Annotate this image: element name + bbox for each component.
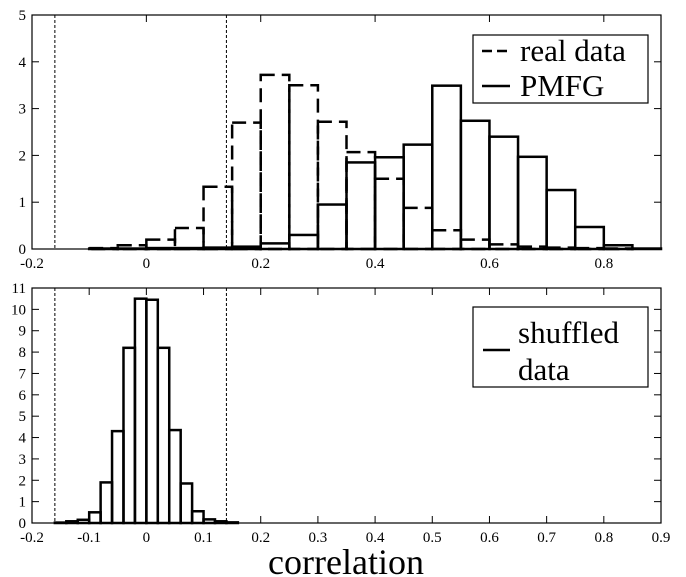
x-tick-label: -0.1 bbox=[77, 530, 101, 546]
x-tick-label: 0.3 bbox=[309, 530, 328, 546]
y-tick-label: 11 bbox=[12, 281, 26, 297]
histogram-bar-pmfg bbox=[288, 233, 320, 251]
x-tick-label: 0.6 bbox=[480, 256, 499, 272]
histogram-bar-shuffled-data bbox=[133, 297, 148, 525]
histogram-bar-real-data bbox=[373, 177, 405, 251]
y-tick-label: 3 bbox=[19, 452, 27, 468]
x-tick-label: 0.8 bbox=[594, 256, 613, 272]
x-tick-label: 0.4 bbox=[366, 256, 385, 272]
legend-label: real data bbox=[520, 33, 626, 68]
histogram-bar-pmfg bbox=[402, 143, 434, 251]
histogram-bar-pmfg bbox=[345, 161, 377, 251]
legend-box bbox=[472, 34, 649, 104]
y-tick-label: 1 bbox=[19, 195, 27, 211]
histogram-bar-real-data bbox=[345, 150, 377, 251]
y-tick-label: 8 bbox=[19, 345, 27, 361]
x-tick-label: 0 bbox=[143, 256, 151, 272]
histogram-bar-pmfg bbox=[516, 155, 548, 251]
plot-frame bbox=[31, 287, 662, 524]
histogram-bar-real-data bbox=[316, 120, 348, 251]
y-tick-label: 2 bbox=[19, 148, 27, 164]
x-tick-label: 0.6 bbox=[480, 530, 499, 546]
histogram-bar-shuffled-data bbox=[167, 428, 182, 525]
x-tick-label: -0.2 bbox=[20, 256, 44, 272]
y-tick-label: 5 bbox=[19, 409, 27, 425]
x-tick-label: 0.8 bbox=[594, 530, 613, 546]
x-tick-label: 0.9 bbox=[652, 530, 671, 546]
histogram-bar-real-data bbox=[202, 185, 234, 251]
histogram-bar-shuffled-data bbox=[179, 482, 194, 525]
histogram-bar-pmfg bbox=[259, 242, 291, 251]
x-tick-label: 0.4 bbox=[366, 530, 385, 546]
histogram-bar-shuffled-data bbox=[190, 510, 205, 525]
bottom-panel: 0 1 2 3 4 5 6 7 8 9 10 11 -0.2 -0.1 0 0.1 0.2 0.3 0.4 0.5 0.… bbox=[11, 281, 670, 546]
y-tick-label: 10 bbox=[11, 302, 26, 318]
histogram-bar-shuffled-data bbox=[145, 298, 160, 525]
histogram-bar-shuffled-data bbox=[110, 429, 125, 525]
histogram-bar-pmfg bbox=[316, 203, 348, 251]
y-tick-label: 1 bbox=[19, 495, 27, 511]
histogram-bar-real-data bbox=[230, 121, 262, 251]
histogram-bar-pmfg bbox=[459, 119, 491, 251]
y-tick-label: 4 bbox=[19, 55, 27, 71]
histogram-bar-shuffled-data bbox=[87, 511, 102, 525]
legend-box bbox=[472, 306, 649, 388]
histogram-bar-real-data bbox=[431, 229, 463, 251]
y-tick-label: 5 bbox=[19, 8, 27, 24]
x-tick-label: 0 bbox=[143, 530, 151, 546]
histogram-bar-real-data bbox=[259, 73, 291, 251]
x-tick-label: 0.1 bbox=[194, 530, 213, 546]
legend-label: PMFG bbox=[520, 68, 604, 103]
histogram-bar-pmfg bbox=[373, 156, 405, 251]
legend-label: shuffled bbox=[518, 315, 620, 350]
histogram-bar-real-data bbox=[173, 226, 205, 251]
histogram-bar-pmfg bbox=[431, 84, 463, 251]
histogram-bar-real-data bbox=[402, 206, 434, 251]
y-tick-label: 0 bbox=[19, 516, 27, 532]
y-tick-label: 2 bbox=[19, 473, 27, 489]
histogram-bar-pmfg bbox=[573, 225, 606, 251]
y-tick-label: 6 bbox=[19, 388, 27, 404]
histogram-bar-real-data bbox=[459, 238, 491, 251]
x-tick-label: 0.5 bbox=[423, 530, 442, 546]
histogram-bar-pmfg bbox=[545, 188, 577, 251]
y-tick-label: 3 bbox=[19, 102, 27, 118]
y-tick-label: 0 bbox=[19, 242, 27, 258]
histogram-bar-real-data bbox=[288, 83, 320, 251]
y-tick-label: 4 bbox=[19, 431, 27, 447]
plot-frame bbox=[31, 14, 662, 250]
histogram-bar-shuffled-data bbox=[99, 481, 114, 525]
y-tick-label: 7 bbox=[19, 366, 27, 382]
x-tick-label: -0.2 bbox=[20, 530, 44, 546]
legend-label: data bbox=[518, 352, 570, 387]
x-tick-label: 0.2 bbox=[251, 530, 270, 546]
x-axis-label: correlation bbox=[268, 542, 424, 577]
x-tick-label: 0.2 bbox=[251, 256, 270, 272]
histogram-bar-shuffled-data bbox=[122, 346, 137, 525]
x-tick-label: 0.7 bbox=[537, 530, 556, 546]
histogram-bar-pmfg bbox=[488, 135, 520, 251]
y-tick-label: 9 bbox=[19, 324, 27, 340]
histogram-bar-shuffled-data bbox=[156, 346, 171, 525]
